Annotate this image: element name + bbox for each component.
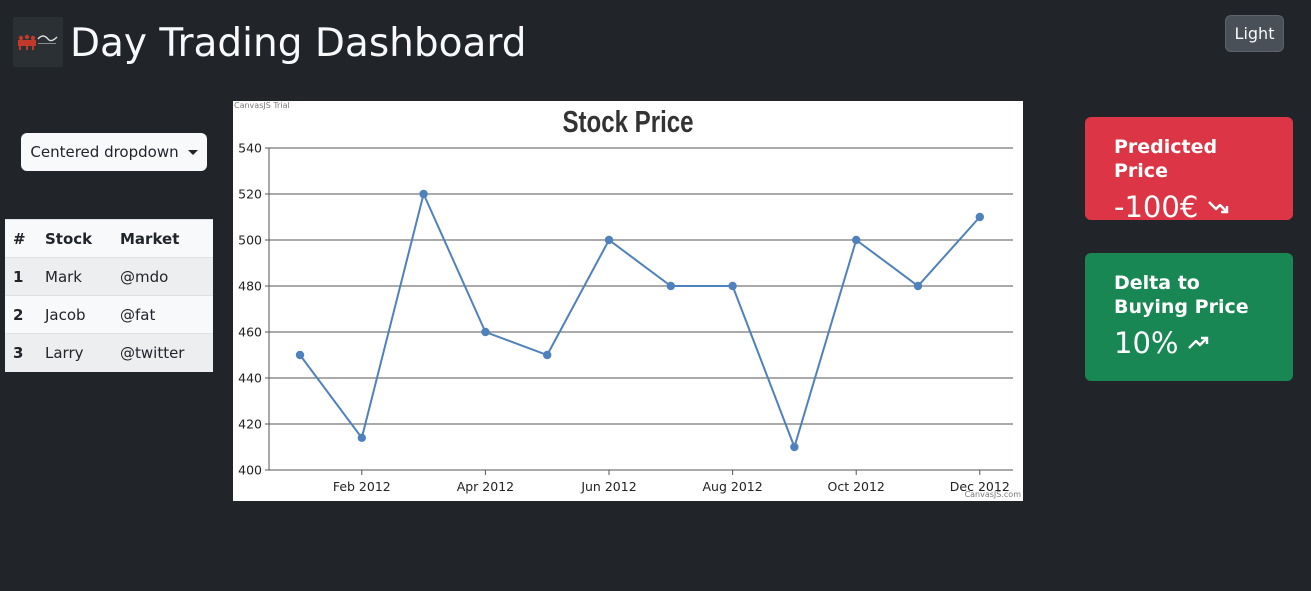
stock-cell: Jacob: [37, 295, 112, 334]
data-point: [728, 281, 737, 291]
y-tick-label: 420: [238, 417, 262, 432]
dropdown-label: Centered dropdown: [30, 143, 179, 161]
chart-canvas: CanvasJS Trial CanvasJS.com Stock Price 400…: [234, 101, 1022, 499]
y-tick-label: 500: [238, 233, 262, 248]
data-point: [295, 350, 305, 360]
x-tick-label: Jun 2012: [580, 479, 636, 494]
table-row: 3 Larry @twitter: [5, 333, 213, 372]
chart-title: Stock Price: [562, 104, 693, 139]
data-point: [419, 189, 428, 199]
theme-toggle-button[interactable]: Light: [1225, 15, 1284, 52]
data-point: [913, 281, 923, 291]
delta-buying-price-title: Delta to Buying Price: [1114, 272, 1249, 318]
x-tick-label: Apr 2012: [457, 479, 514, 494]
table-header-row: # Stock Market: [5, 219, 213, 258]
data-point: [852, 235, 861, 245]
table-row: 2 Jacob @fat: [5, 295, 213, 334]
caret-down-icon: [187, 149, 198, 155]
row-number: 3: [5, 333, 37, 372]
y-tick-label: 540: [238, 141, 262, 156]
trending-up-icon: [1188, 336, 1209, 349]
stock-price-chart[interactable]: CanvasJS Trial CanvasJS.com Stock Price 400…: [233, 101, 1023, 501]
market-cell: @twitter: [112, 333, 213, 372]
logo: [13, 17, 63, 67]
centered-dropdown-button[interactable]: Centered dropdown: [21, 133, 207, 171]
x-tick-label: Aug 2012: [702, 479, 762, 494]
row-number: 1: [5, 257, 37, 296]
y-tick-label: 520: [238, 187, 262, 202]
chart-watermark-bottom: CanvasJS.com: [965, 490, 1022, 499]
predicted-price-title: Predicted Price: [1114, 136, 1218, 182]
series-line: [299, 190, 981, 451]
predicted-price-value: -100€: [1114, 190, 1199, 224]
x-tick-label: Feb 2012: [333, 479, 391, 494]
logo-image: [13, 17, 63, 67]
column-header-number: #: [5, 219, 37, 258]
market-cell: @fat: [112, 295, 213, 334]
y-tick-label: 480: [238, 279, 262, 294]
column-header-market: Market: [112, 219, 213, 258]
table-row: 1 Mark @mdo: [5, 257, 213, 296]
data-point: [543, 350, 552, 360]
y-tick-label: 400: [238, 463, 262, 478]
x-tick-label: Dec 2012: [950, 479, 1010, 494]
delta-buying-price-value-row: 10%: [1114, 325, 1264, 361]
market-cell: @mdo: [112, 257, 213, 296]
x-tick-label: Oct 2012: [827, 479, 884, 494]
data-point: [975, 212, 984, 222]
chart-watermark-top: CanvasJS Trial: [234, 101, 290, 110]
predicted-price-card: Predicted Price -100€: [1085, 117, 1293, 224]
stock-cell: Larry: [37, 333, 112, 372]
data-point: [666, 281, 675, 291]
stock-table: # Stock Market 1 Mark @mdo 2 Jacob @fat …: [5, 219, 213, 372]
predicted-price-value-row: -100€: [1114, 189, 1264, 225]
column-header-stock: Stock: [37, 219, 112, 258]
data-point: [604, 235, 614, 245]
data-point: [790, 442, 799, 452]
stock-cell: Mark: [37, 257, 112, 296]
data-point: [481, 327, 490, 337]
page-title: Day Trading Dashboard: [70, 21, 527, 66]
y-tick-label: 440: [238, 371, 262, 386]
delta-buying-price-card: Delta to Buying Price 10%: [1085, 253, 1293, 381]
delta-buying-price-value: 10%: [1114, 326, 1179, 360]
data-point: [357, 433, 366, 442]
trending-down-icon: [1208, 201, 1229, 214]
row-number: 2: [5, 295, 37, 334]
y-tick-label: 460: [238, 325, 262, 340]
